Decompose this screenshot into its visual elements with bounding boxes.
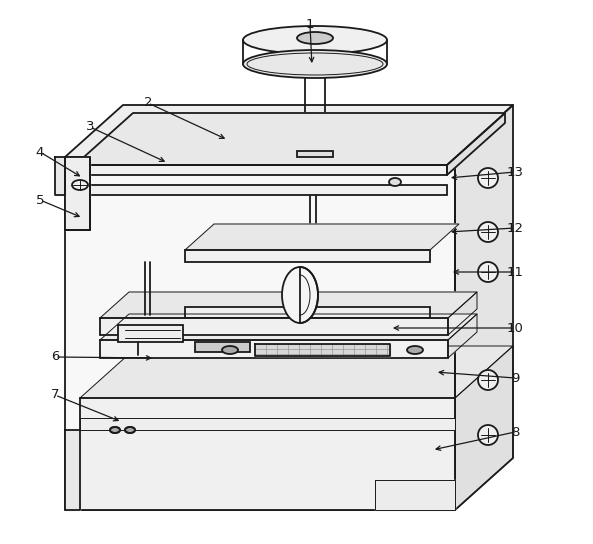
Text: 11: 11 xyxy=(506,265,524,279)
Text: 12: 12 xyxy=(506,221,524,234)
Ellipse shape xyxy=(478,222,498,242)
Ellipse shape xyxy=(72,180,88,190)
Ellipse shape xyxy=(282,267,318,323)
Polygon shape xyxy=(65,430,80,510)
Ellipse shape xyxy=(125,427,135,433)
Polygon shape xyxy=(80,346,513,398)
Polygon shape xyxy=(75,113,505,165)
Polygon shape xyxy=(55,157,65,195)
Polygon shape xyxy=(100,314,477,340)
Text: 9: 9 xyxy=(511,372,519,385)
Ellipse shape xyxy=(478,262,498,282)
Polygon shape xyxy=(455,105,513,510)
Ellipse shape xyxy=(243,50,387,78)
Polygon shape xyxy=(455,346,513,510)
Text: 10: 10 xyxy=(506,322,524,335)
Bar xyxy=(185,307,430,318)
Bar xyxy=(80,398,455,510)
Text: 13: 13 xyxy=(506,165,524,178)
Polygon shape xyxy=(100,292,477,318)
Ellipse shape xyxy=(478,168,498,188)
Text: 5: 5 xyxy=(36,194,44,207)
Polygon shape xyxy=(65,105,513,157)
Ellipse shape xyxy=(243,26,387,54)
Bar xyxy=(100,318,448,335)
Text: 1: 1 xyxy=(306,18,314,32)
Ellipse shape xyxy=(297,32,333,44)
Ellipse shape xyxy=(407,346,423,354)
Text: 6: 6 xyxy=(51,350,59,363)
Polygon shape xyxy=(185,224,459,250)
Ellipse shape xyxy=(110,427,120,433)
Polygon shape xyxy=(375,480,455,510)
Text: 2: 2 xyxy=(144,96,152,109)
Ellipse shape xyxy=(478,370,498,390)
Bar xyxy=(80,418,455,430)
Ellipse shape xyxy=(389,178,401,186)
Text: 3: 3 xyxy=(86,121,94,133)
Polygon shape xyxy=(255,344,390,356)
Bar xyxy=(75,185,447,195)
Polygon shape xyxy=(447,113,505,175)
Polygon shape xyxy=(65,157,455,510)
Ellipse shape xyxy=(478,425,498,445)
Text: 4: 4 xyxy=(36,145,44,158)
Bar xyxy=(185,250,430,262)
Text: 8: 8 xyxy=(511,425,519,438)
Text: 7: 7 xyxy=(51,388,59,401)
Polygon shape xyxy=(448,292,477,335)
Polygon shape xyxy=(65,157,90,230)
Bar xyxy=(100,340,448,358)
Bar xyxy=(118,325,183,342)
Polygon shape xyxy=(448,314,477,358)
Bar xyxy=(75,165,447,175)
Ellipse shape xyxy=(222,346,238,354)
Bar xyxy=(195,342,250,352)
Bar xyxy=(297,151,333,157)
